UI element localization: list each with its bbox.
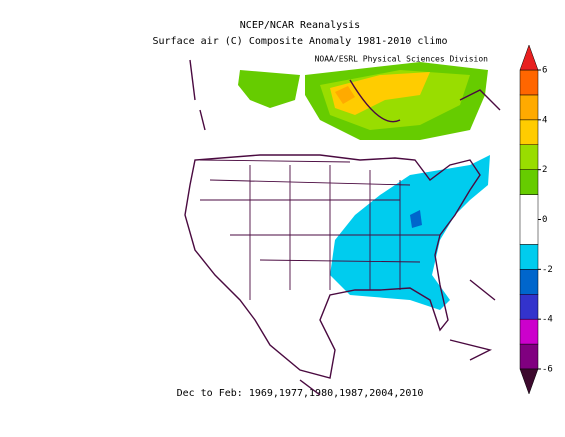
coastline [184, 154, 481, 379]
title: NCEP/NCAR Reanalysis [240, 20, 360, 31]
anomaly-fields [238, 62, 490, 310]
colorbar-segment [519, 69, 539, 96]
warm-anomaly [330, 72, 430, 115]
credit: NOAA/ESRL Physical Sciences Division [315, 55, 489, 64]
colorbar-tick-label: 6 [542, 66, 547, 76]
subtitle: Surface air (C) Composite Anomaly 1981-2… [152, 36, 447, 47]
caption: Dec to Feb: 1969,1977,1980,1987,2004,201… [177, 388, 424, 399]
colorbar-tick-label: 0 [542, 215, 547, 225]
border [199, 159, 440, 300]
warm-anomaly [238, 70, 300, 108]
warm-anomaly [335, 86, 355, 104]
colorbar-under [519, 368, 539, 395]
colorbar-segment [519, 194, 539, 245]
colorbar-segment [519, 294, 539, 320]
coastline [189, 59, 501, 396]
colorbar-segment [519, 169, 539, 195]
colorbar-segment [519, 269, 539, 295]
cold-anomaly [330, 155, 490, 310]
colorbar-segment [519, 144, 539, 170]
colorbar-over [519, 44, 539, 71]
colorbar-segment [519, 119, 539, 146]
colorbar-tick-label: -4 [542, 315, 553, 325]
colorbar-segment [519, 343, 539, 370]
cold-anomaly [410, 210, 422, 228]
map-outline [184, 59, 501, 396]
colorbar-segment [519, 318, 539, 345]
colorbar-segment [519, 94, 539, 121]
colorbar-tick-label: 2 [542, 165, 547, 175]
colorbar-segment [519, 244, 539, 270]
colorbar-tick-label: 4 [542, 115, 547, 125]
colorbar-tick-label: -6 [542, 365, 553, 375]
colorbar: -6 -4 -2 0 2 4 6 [519, 44, 553, 395]
colorbar-tick-label: -2 [542, 265, 553, 275]
